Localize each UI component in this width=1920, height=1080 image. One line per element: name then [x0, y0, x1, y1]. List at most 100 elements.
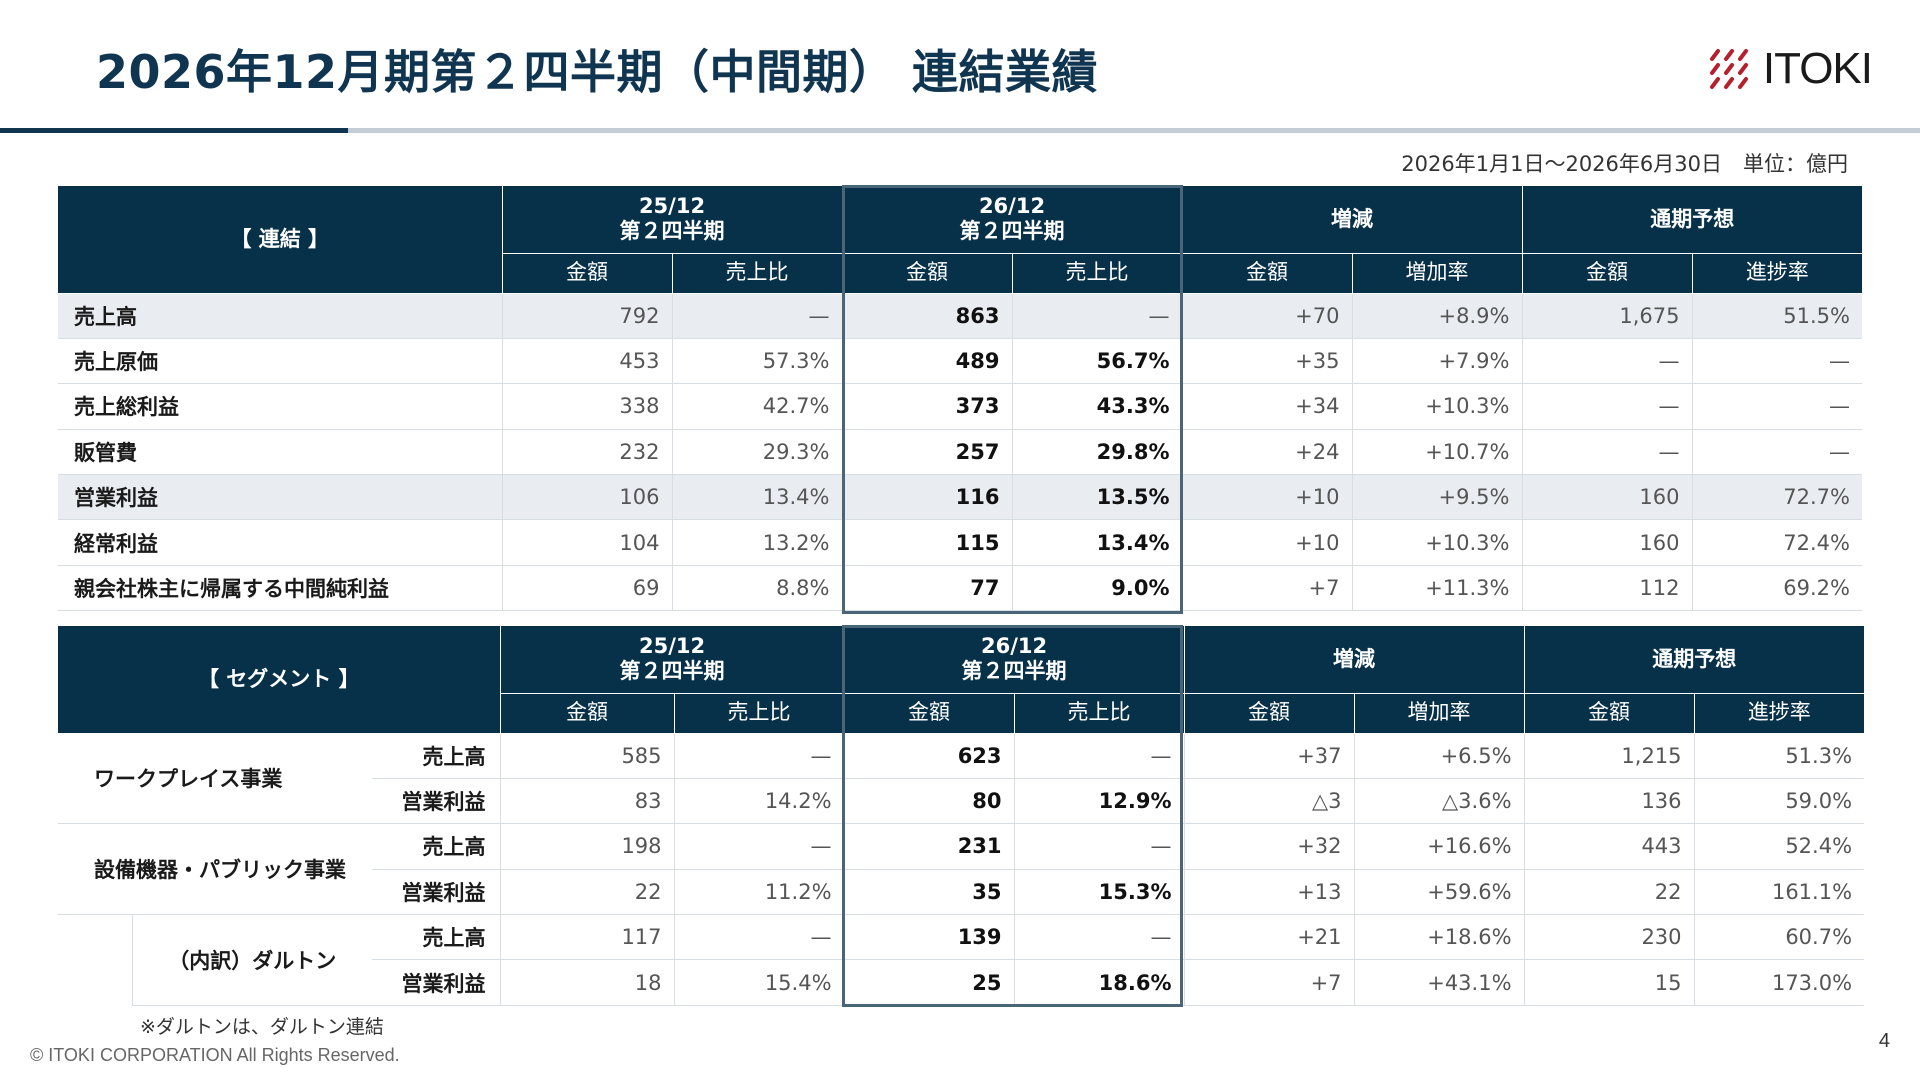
cell-value: —: [1521, 383, 1692, 430]
sub-header: 金額: [499, 693, 675, 734]
cell-value: 863: [841, 293, 1012, 339]
cell-value: —: [1691, 338, 1862, 385]
cell-value: +70: [1181, 293, 1352, 339]
cell-value: 489: [841, 338, 1012, 385]
sub-header: 金額: [843, 693, 1015, 734]
cell-value: 136: [1523, 778, 1695, 825]
table-row: 売上総利益 338 42.7% 373 43.3% +34 +10.3% — —: [58, 383, 1862, 430]
row-label: 売上高: [372, 823, 501, 870]
cell-value: 72.7%: [1691, 474, 1862, 521]
cell-value: 14.2%: [673, 778, 845, 825]
cell-value: +10: [1181, 474, 1352, 521]
period-unit-note: 2026年1月1日～2026年6月30日 単位：億円: [1401, 152, 1848, 176]
cell-value: 83: [499, 778, 675, 825]
table-row: 営業利益 18 15.4% 25 18.6% +7 +43.1% 15 173.0%: [58, 959, 1865, 1006]
logo-mark-icon: [1709, 49, 1748, 89]
cell-value: 51.5%: [1691, 293, 1862, 339]
seg-col-group-curr: 26/12 第２四半期: [843, 626, 1185, 694]
row-label: 営業利益: [372, 778, 501, 825]
cell-value: —: [1521, 338, 1692, 385]
cell-value: 25: [843, 959, 1015, 1006]
row-label: 売上高: [58, 293, 502, 339]
row-label: 販管費: [58, 429, 502, 476]
cell-value: 161.1%: [1693, 869, 1865, 916]
sub-header: 売上比: [673, 693, 845, 734]
cell-value: 57.3%: [671, 338, 842, 385]
cell-value: 13.5%: [1011, 474, 1182, 521]
cell-value: 373: [841, 383, 1012, 430]
cell-value: 1,675: [1521, 293, 1692, 339]
cell-value: 29.8%: [1011, 429, 1182, 476]
cell-value: —: [671, 293, 842, 339]
cell-value: 8.8%: [671, 565, 842, 612]
table-row: 親会社株主に帰属する中間純利益 69 8.8% 77 9.0% +7 +11.3% 112 69…: [58, 565, 1862, 612]
cell-value: 22: [499, 869, 675, 916]
sub-header: 金額: [501, 253, 672, 294]
row-label: 親会社株主に帰属する中間純利益: [58, 565, 502, 612]
cell-value: +18.6%: [1353, 914, 1525, 961]
company-logo: ITOKI: [1709, 44, 1873, 94]
cell-value: 106: [501, 474, 672, 521]
cell-value: +10.3%: [1351, 519, 1522, 566]
cell-value: +7: [1183, 959, 1355, 1006]
sub-header: 増加率: [1351, 253, 1522, 294]
row-label: 営業利益: [372, 869, 501, 916]
seg-col-group-prev: 25/12 第２四半期: [499, 626, 845, 694]
seg-col-group-curr-label: 26/12 第２四半期: [961, 634, 1067, 684]
cell-value: 338: [501, 383, 672, 430]
cell-value: 160: [1521, 519, 1692, 566]
segment-name: （内訳）ダルトン: [131, 914, 372, 1006]
cell-value: 80: [843, 778, 1015, 825]
cell-value: 115: [841, 519, 1012, 566]
cell-value: +11.3%: [1351, 565, 1522, 612]
cell-value: +7: [1181, 565, 1352, 612]
page-number: 4: [1878, 1030, 1890, 1052]
sub-header: 金額: [1523, 693, 1695, 734]
seg-col-group-forecast: 通期予想: [1523, 626, 1865, 694]
cell-value: 72.4%: [1691, 519, 1862, 566]
footnote: ※ダルトンは、ダルトン連結: [140, 1016, 384, 1038]
cell-value: 116: [841, 474, 1012, 521]
cell-value: 59.0%: [1693, 778, 1865, 825]
cell-value: 22: [1523, 869, 1695, 916]
table-row: 設備機器・パブリック事業 売上高 198—231— +32 +16.6% 443 52.4%: [58, 823, 1865, 916]
sub-header: 金額: [841, 253, 1012, 294]
cell-value: 13.2%: [671, 519, 842, 566]
cell-value: 15: [1523, 959, 1695, 1006]
table-row: 売上原価 453 57.3% 489 56.7% +35 +7.9% — —: [58, 338, 1862, 385]
cell-value: 35: [843, 869, 1015, 916]
row-label: 売上原価: [58, 338, 502, 385]
cell-value: 453: [501, 338, 672, 385]
cell-value: +37: [1183, 733, 1355, 779]
cell-value: —: [673, 823, 845, 870]
cell-value: 230: [1523, 914, 1695, 961]
cell-value: 60.7%: [1693, 914, 1865, 961]
col-group-prev: 25/12 第２四半期: [501, 186, 842, 254]
cell-value: +59.6%: [1353, 869, 1525, 916]
sub-header: 進捗率: [1693, 693, 1865, 734]
cell-value: 112: [1521, 565, 1692, 612]
cell-value: —: [1013, 914, 1185, 961]
cell-value: +34: [1181, 383, 1352, 430]
consolidated-table: 【 連結 】 25/12 第２四半期 26/12 第２四半期 増減 通期予想 金…: [58, 186, 1862, 612]
cell-value: —: [673, 733, 845, 779]
sub-header: 増加率: [1353, 693, 1525, 734]
cell-value: 173.0%: [1693, 959, 1865, 1006]
cell-value: 792: [501, 293, 672, 339]
cell-value: 585: [499, 733, 675, 779]
cell-value: +9.5%: [1351, 474, 1522, 521]
cell-value: +7.9%: [1351, 338, 1522, 385]
consolidated-label: 【 連結 】: [58, 186, 502, 294]
cell-value: 198: [499, 823, 675, 870]
sub-header: 金額: [1521, 253, 1692, 294]
table-row: 営業利益 106 13.4% 116 13.5% +10 +9.5% 160 72.7%: [58, 474, 1862, 521]
cell-value: 43.3%: [1011, 383, 1182, 430]
cell-value: 13.4%: [671, 474, 842, 521]
sub-header: 金額: [1183, 693, 1355, 734]
cell-value: 1,215: [1523, 733, 1695, 779]
segment-name: 設備機器・パブリック事業: [58, 823, 372, 916]
cell-value: 15.3%: [1013, 869, 1185, 916]
cell-value: 77: [841, 565, 1012, 612]
table-row: （内訳）ダルトン 売上高 117—139— +21 +18.6% 230 60.7%: [58, 914, 1865, 1006]
cell-value: +16.6%: [1353, 823, 1525, 870]
